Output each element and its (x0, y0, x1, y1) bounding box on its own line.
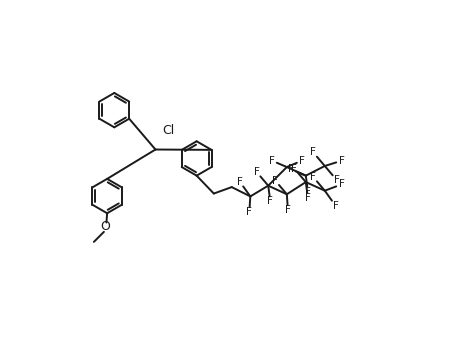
Text: F: F (287, 164, 293, 174)
Text: F: F (338, 179, 344, 189)
Text: F: F (333, 175, 339, 185)
Text: F: F (237, 177, 242, 187)
Text: F: F (253, 167, 259, 177)
Text: F: F (267, 196, 273, 206)
Text: Cl: Cl (162, 124, 174, 137)
Text: F: F (338, 155, 344, 166)
Text: F: F (268, 155, 274, 166)
Text: F: F (272, 176, 278, 186)
Text: F: F (298, 155, 304, 166)
Text: F: F (304, 193, 310, 203)
Text: F: F (246, 207, 252, 217)
Text: F: F (291, 164, 297, 174)
Text: F: F (309, 147, 315, 157)
Text: O: O (100, 220, 110, 233)
Text: F: F (332, 201, 338, 211)
Text: F: F (304, 187, 310, 197)
Text: F: F (284, 205, 290, 215)
Text: F: F (309, 172, 315, 182)
